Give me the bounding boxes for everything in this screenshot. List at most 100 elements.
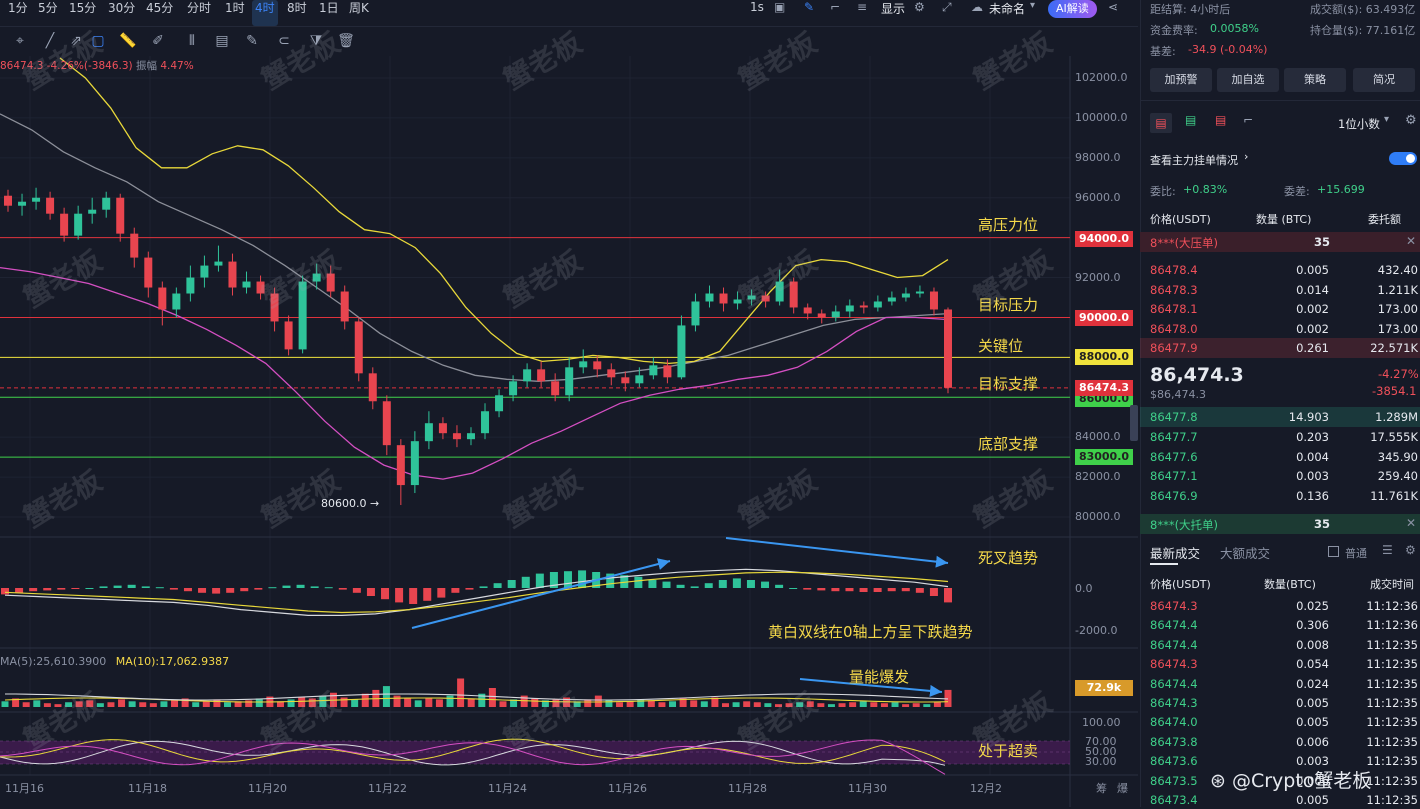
panel-collapse-handle[interactable] (1130, 405, 1138, 441)
bid-row[interactable]: 86477.1 0.003 259.40 (1140, 466, 1420, 486)
macd-bar (521, 576, 530, 588)
close-icon[interactable]: ✕ (1406, 234, 1417, 248)
chart-area[interactable] (0, 56, 1138, 807)
candle-body (495, 395, 504, 412)
timeframe-7[interactable]: 4时 (252, 0, 278, 26)
normal-checkbox[interactable] (1328, 546, 1339, 557)
bid-row[interactable]: 86477.8 14.903 1.289M (1140, 407, 1420, 427)
chart-svg[interactable] (0, 56, 1138, 807)
candle-body (172, 293, 181, 310)
macd-bar (29, 588, 38, 592)
sort-icon[interactable]: ☰ (1382, 543, 1393, 557)
decimal-select[interactable]: 1位小数 (1338, 117, 1380, 131)
candle-body (817, 313, 826, 318)
alert-button[interactable]: 加预警 (1150, 68, 1212, 92)
arrow-volume (799, 678, 943, 697)
calendar-icon[interactable]: ▤ (215, 33, 229, 49)
trades-col-qty[interactable]: 数量(BTC) (1264, 578, 1316, 591)
bid-row[interactable]: 86477.6 0.004 345.90 (1140, 447, 1420, 467)
rectangle-tool-icon[interactable]: ▢ (91, 33, 105, 49)
orderbook-both-icon[interactable]: ▤ (1150, 113, 1172, 133)
bid-row[interactable]: 86476.9 0.136 11.761K (1140, 486, 1420, 506)
settings-icon[interactable]: ⚙ (1405, 113, 1417, 128)
y-tick-label: 96000.0 (1075, 190, 1121, 204)
timeframe-1[interactable]: 5分 (38, 1, 58, 15)
arrow-macd-down (725, 537, 949, 568)
col-total[interactable]: 委托额 (1368, 213, 1401, 226)
interval-label[interactable]: 1s (750, 0, 764, 14)
crosshair-icon[interactable]: ⌖ (16, 33, 24, 49)
ask-price: 86477.9 (1150, 341, 1198, 356)
close-icon[interactable]: ✕ (1406, 516, 1417, 530)
ask-row[interactable]: 86478.3 0.014 1.211K (1140, 280, 1420, 300)
timeframe-0[interactable]: 1分 (8, 1, 28, 15)
ray-tool-icon[interactable]: ⇗ (70, 33, 82, 49)
normal-label: 普通 (1345, 547, 1367, 560)
bid-total: 345.90 (1377, 449, 1418, 464)
volume-bar (171, 700, 179, 707)
chip-toggle[interactable]: 筹 (1096, 782, 1107, 795)
bid-row[interactable]: 86477.7 0.203 17.555K (1140, 427, 1420, 447)
ruler-icon[interactable]: 📏 (119, 33, 137, 49)
x-tick-label: 11月16 (5, 782, 44, 795)
chevron-right-icon[interactable]: › (1244, 150, 1249, 163)
tab-latest-trades[interactable]: 最新成交 (1150, 546, 1201, 561)
chevron-down-icon[interactable]: ▾ (1384, 114, 1390, 125)
magnet-icon[interactable]: ⊂ (278, 33, 290, 49)
trade-time: 11:12:35 (1366, 773, 1418, 788)
list-icon[interactable]: ≡ (857, 0, 868, 14)
timeframe-5[interactable]: 分时 (187, 1, 212, 15)
trash-icon[interactable]: 🗑 (337, 33, 355, 49)
chevron-down-icon[interactable]: ▾ (1030, 0, 1036, 11)
timeframe-6[interactable]: 1时 (225, 1, 245, 15)
overview-button[interactable]: 简况 (1353, 68, 1415, 92)
timeframe-9[interactable]: 1日 (319, 1, 339, 15)
macd-bar (606, 573, 615, 588)
funding-value: 0.0058% (1210, 22, 1259, 35)
settings-icon[interactable]: ⚙ (1405, 543, 1416, 557)
macd-tick-label: -2000.0 (1075, 624, 1118, 637)
orderbook-expand-icon[interactable]: ⌐ (1243, 113, 1254, 127)
pen-icon[interactable]: ✎ (804, 0, 815, 14)
ask-row[interactable]: 86477.9 0.261 22.571K (1140, 338, 1420, 359)
share-icon[interactable]: ⋖ (1108, 0, 1119, 14)
orderbook-asks-icon[interactable]: ▤ (1215, 113, 1227, 127)
strategy-button[interactable]: 策略 (1284, 68, 1346, 92)
timeframe-4[interactable]: 45分 (146, 1, 174, 15)
timeframe-3[interactable]: 30分 (108, 1, 136, 15)
volume-bar (732, 702, 740, 707)
tab-large-trades[interactable]: 大额成交 (1220, 546, 1271, 561)
timeframe-8[interactable]: 8时 (287, 1, 307, 15)
volume-bar (340, 697, 348, 707)
annotation-target-support: 目标支撑 (978, 375, 1039, 393)
camera-icon[interactable]: ▣ (774, 0, 786, 14)
display-menu[interactable]: 显示 (881, 2, 906, 16)
fullscreen-icon[interactable]: ⤢ (942, 0, 952, 14)
settings-icon[interactable]: ⚙ (914, 0, 925, 14)
legend-amp-label: 振幅 (135, 60, 157, 72)
volume-legend: MA(5):25,610.3900 MA(10):17,062.9387 (0, 655, 229, 668)
filter-icon[interactable]: ⧩ (309, 33, 323, 49)
fib-tool-icon[interactable]: ⫴ (189, 33, 195, 49)
watchlist-button[interactable]: 加自选 (1217, 68, 1279, 92)
note-icon[interactable]: ✎ (246, 33, 258, 49)
col-qty[interactable]: 数量 (BTC) (1256, 213, 1312, 226)
brush-icon[interactable]: ✐ (152, 33, 164, 49)
ask-row[interactable]: 86478.0 0.002 173.00 (1140, 319, 1420, 339)
macd-bar (169, 588, 178, 590)
layout-name[interactable]: 未命名 (989, 2, 1026, 16)
depth-title[interactable]: 查看主力挂单情况 (1150, 154, 1238, 167)
candle-body (523, 369, 532, 382)
ask-row[interactable]: 86478.1 0.002 173.00 (1140, 299, 1420, 319)
ask-row[interactable]: 86478.4 0.005 432.40 (1140, 260, 1420, 280)
line-tool-icon[interactable]: ╱ (45, 33, 55, 49)
crop-icon[interactable]: ⌐ (830, 0, 841, 14)
liquidation-toggle[interactable]: 爆 (1117, 782, 1128, 795)
timeframe-10[interactable]: 周K (349, 1, 369, 15)
timeframe-2[interactable]: 15分 (69, 1, 97, 15)
cloud-icon[interactable]: ☁ (971, 0, 983, 14)
ai-button[interactable]: AI解读 (1048, 0, 1097, 18)
volume-bar (160, 701, 168, 707)
orderbook-bids-icon[interactable]: ▤ (1185, 113, 1197, 127)
depth-toggle[interactable] (1389, 152, 1417, 165)
